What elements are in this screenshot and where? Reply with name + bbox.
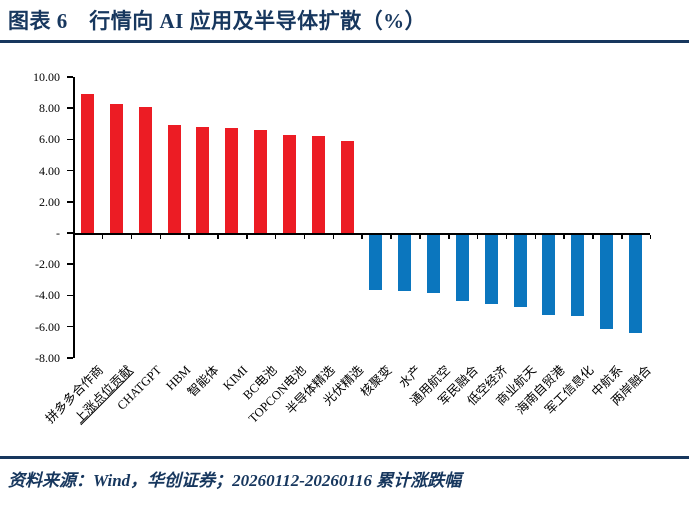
x-axis-tick xyxy=(246,235,248,239)
y-axis-label: - xyxy=(56,226,60,240)
y-axis-label: 4.00 xyxy=(39,163,60,178)
bar xyxy=(571,235,585,317)
footer-divider xyxy=(0,456,689,459)
y-axis-label: 6.00 xyxy=(39,132,60,147)
x-axis-tick xyxy=(390,235,392,239)
y-axis-tick xyxy=(67,107,73,109)
x-axis-label: 智能体 xyxy=(185,363,222,400)
y-axis-tick xyxy=(67,357,73,359)
y-axis-tick xyxy=(67,325,73,328)
x-axis-tick xyxy=(188,235,190,239)
y-axis-line xyxy=(73,77,75,358)
x-axis-tick xyxy=(274,235,277,239)
title-divider xyxy=(0,40,689,43)
bar xyxy=(254,130,268,233)
bar xyxy=(398,235,412,292)
x-axis-tick xyxy=(73,235,75,239)
x-axis-tick xyxy=(361,235,363,239)
x-axis-tick xyxy=(592,235,594,239)
bar xyxy=(311,136,325,233)
y-axis-tick xyxy=(67,169,73,172)
bar xyxy=(484,235,498,304)
bar xyxy=(167,125,181,233)
x-axis-tick xyxy=(101,235,104,239)
y-axis-label: -2.00 xyxy=(35,257,60,272)
bar xyxy=(109,103,123,233)
x-axis-tick xyxy=(159,235,162,239)
y-axis-tick xyxy=(67,138,73,141)
bar xyxy=(455,235,469,301)
x-axis-tick xyxy=(476,235,479,239)
y-axis-label: -6.00 xyxy=(35,319,60,334)
bar xyxy=(196,126,210,233)
y-axis-tick xyxy=(67,232,73,234)
bar xyxy=(340,140,354,233)
x-axis-tick xyxy=(649,235,652,239)
y-axis-label: 8.00 xyxy=(39,101,60,116)
x-axis-tick xyxy=(419,235,421,239)
y-axis-tick xyxy=(67,263,73,265)
bar xyxy=(628,235,642,334)
bar xyxy=(427,235,441,293)
x-axis-tick xyxy=(534,235,537,239)
x-axis-tick xyxy=(303,235,306,239)
x-axis-tick xyxy=(505,235,508,239)
y-axis-tick xyxy=(67,294,73,297)
x-axis-tick xyxy=(332,235,335,239)
bar xyxy=(369,235,383,290)
x-axis-zero-line xyxy=(73,233,650,235)
x-axis-tick xyxy=(217,235,219,239)
x-axis-tick xyxy=(563,235,565,239)
figure-title: 图表 6 行情向 AI 应用及半导体扩散（%） xyxy=(8,9,427,33)
y-axis-tick xyxy=(67,76,73,78)
x-axis-tick xyxy=(130,235,133,239)
y-axis-label: 2.00 xyxy=(39,194,60,209)
bar xyxy=(513,235,527,307)
bar xyxy=(542,235,556,315)
bar xyxy=(282,134,296,233)
x-axis-tick xyxy=(448,235,450,239)
bar-chart: 10.00 8.00 6.00 4.00 2.00 - -2.00 -4.00 -6.00 -8.… xyxy=(0,44,689,456)
source-note: 资料来源：Wind，华创证券；20260112-20260116 累计涨跌幅 xyxy=(8,471,462,490)
x-axis-label: 核聚变 xyxy=(358,363,395,400)
y-axis-tick xyxy=(67,201,73,203)
bar xyxy=(138,106,152,233)
y-axis-label: -8.00 xyxy=(35,350,60,365)
y-axis-label: 10.00 xyxy=(33,70,60,84)
bar xyxy=(81,94,94,233)
bar xyxy=(225,128,239,233)
bar xyxy=(600,235,614,329)
x-axis-tick xyxy=(621,235,623,239)
y-axis-label: -4.00 xyxy=(35,288,60,303)
